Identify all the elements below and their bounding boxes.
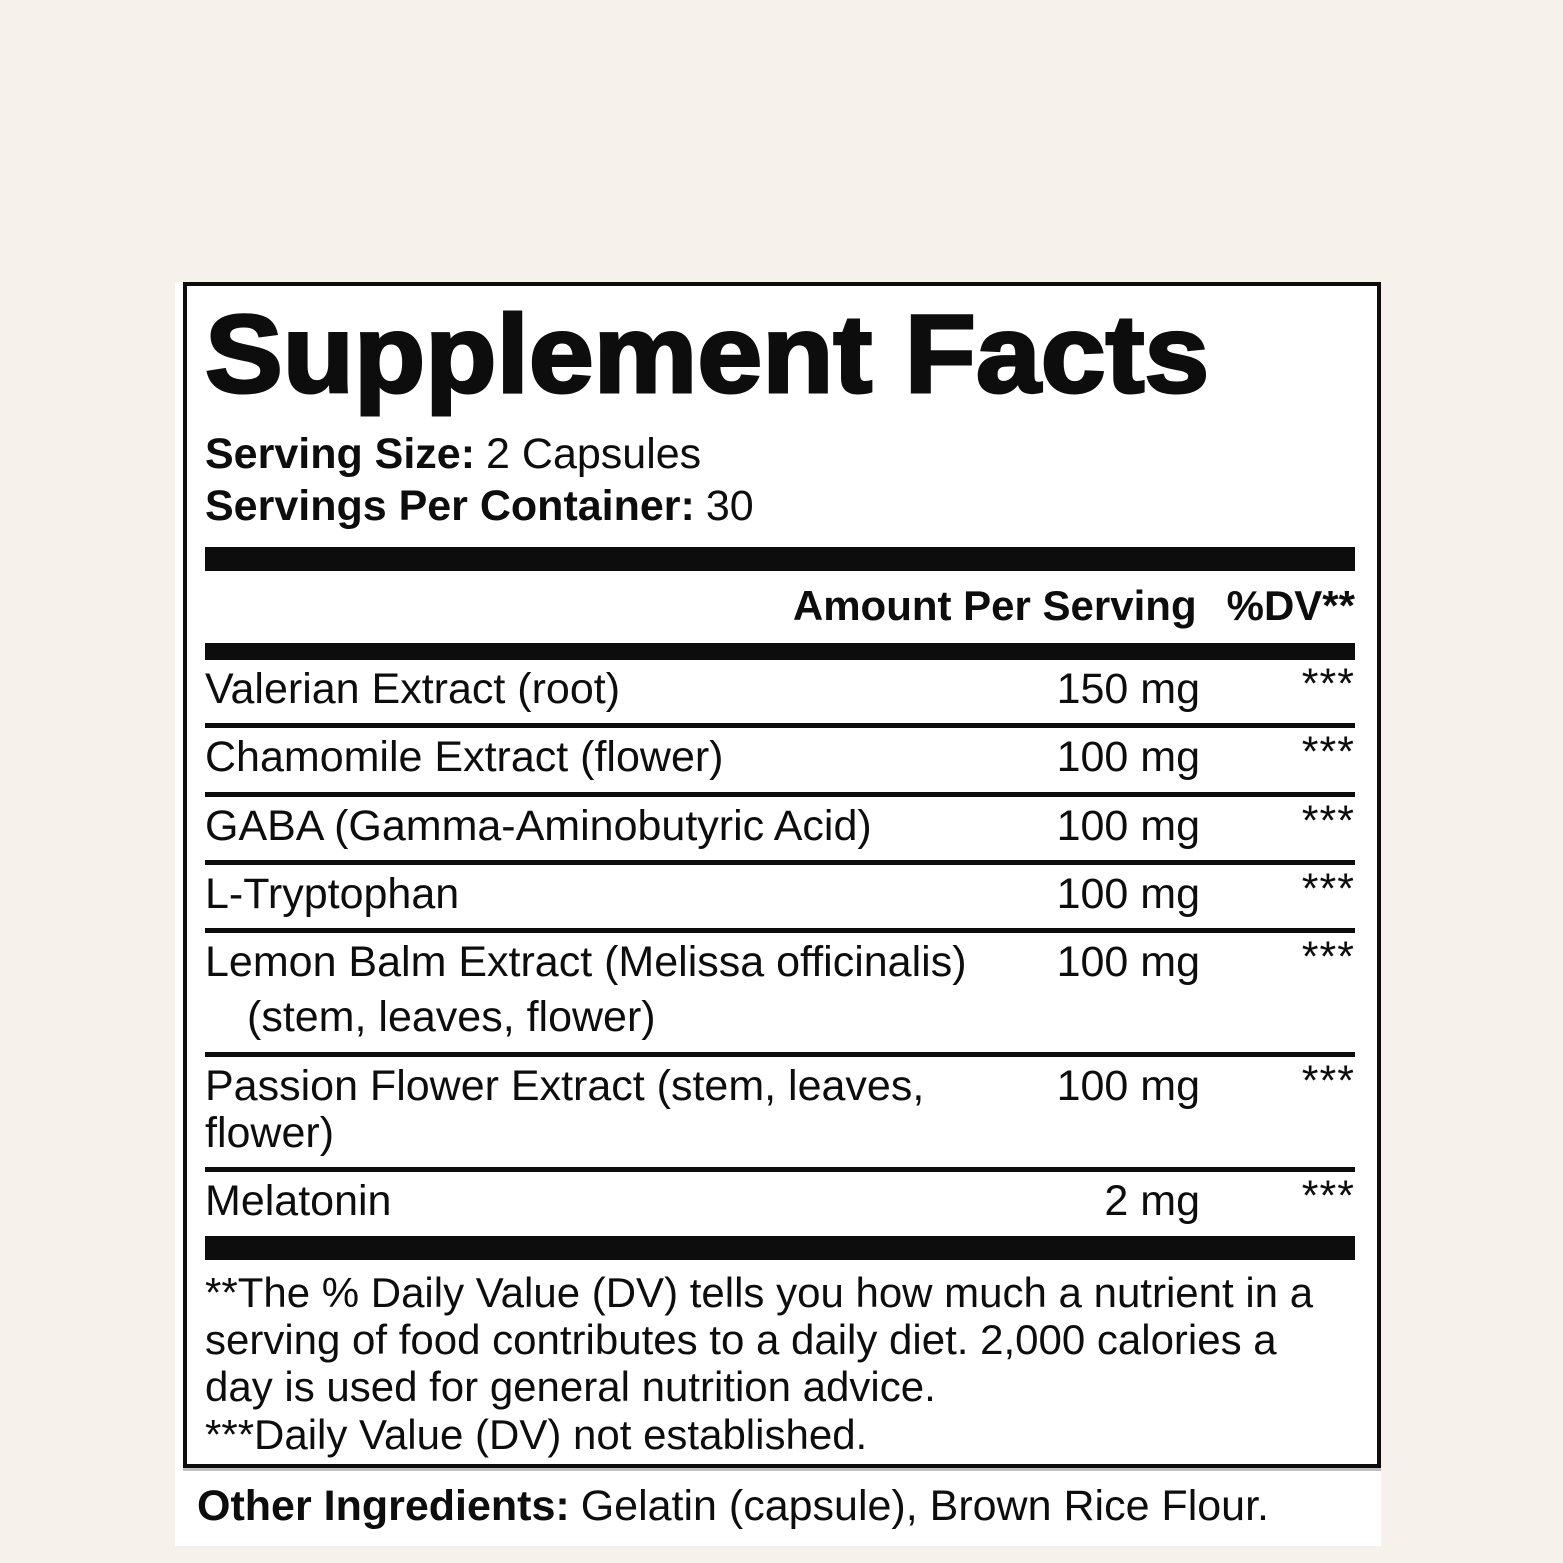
ingredient-row: Passion Flower Extract (stem, leaves, fl…	[205, 1057, 1355, 1173]
footnote-block: **The % Daily Value (DV) tells you how m…	[205, 1260, 1355, 1459]
divider-bar-bottom	[205, 1235, 1355, 1260]
ingredient-name-wrap: Lemon Balm Extract (Melissa officinalis)…	[205, 938, 1057, 1042]
ingredient-name: GABA (Gamma-Aminobutyric Acid)	[205, 801, 872, 850]
ingredient-name: Melatonin	[205, 1177, 392, 1226]
ingredient-rows: Valerian Extract (root) 150 mg *** Chamo…	[205, 660, 1355, 1236]
ingredient-amount: 150 mg	[1056, 664, 1200, 713]
ingredient-dv: ***	[1301, 1056, 1355, 1105]
supplement-label: Supplement Facts Serving Size: 2 Capsules…	[175, 282, 1381, 1546]
ingredient-dv: ***	[1301, 864, 1355, 913]
facts-box: Supplement Facts Serving Size: 2 Capsules…	[183, 282, 1381, 1469]
column-header-row: Amount Per Serving %DV**	[205, 571, 1355, 643]
divider-bar-mid	[205, 642, 1355, 660]
serving-size-value: 2 Capsules	[486, 430, 702, 478]
ingredient-name: Lemon Balm Extract (Melissa officinalis)	[205, 938, 967, 987]
ingredient-name-wrap: Valerian Extract (root)	[205, 664, 1057, 713]
ingredient-name-wrap: GABA (Gamma-Aminobutyric Acid)	[205, 801, 1057, 850]
ingredient-dv: ***	[1301, 796, 1355, 845]
serving-size-label: Serving Size:	[205, 430, 476, 478]
facts-title: Supplement Facts	[203, 293, 1210, 416]
ingredient-name-wrap: Passion Flower Extract (stem, leaves, fl…	[205, 1061, 1057, 1158]
serving-block: Serving Size: 2 Capsules Servings Per Con…	[205, 428, 1355, 533]
servings-per-container-value: 30	[705, 482, 754, 531]
ingredient-name: L-Tryptophan	[205, 869, 460, 918]
ingredient-row: Lemon Balm Extract (Melissa officinalis)…	[205, 933, 1355, 1057]
ingredient-dv: ***	[1301, 728, 1355, 777]
other-ingredients-line: Other Ingredients: Gelatin (capsule), Bro…	[175, 1468, 1381, 1545]
ingredient-amount: 100 mg	[1056, 801, 1200, 850]
other-ingredients-value: Gelatin (capsule), Brown Rice Flour.	[580, 1482, 1269, 1531]
ingredient-dv: ***	[1301, 659, 1355, 708]
ingredient-dv: ***	[1301, 933, 1355, 982]
ingredient-amount: 100 mg	[1056, 1061, 1200, 1110]
ingredient-amount: 2 mg	[1104, 1177, 1200, 1226]
ingredient-amount: 100 mg	[1056, 938, 1200, 987]
serving-size-line: Serving Size: 2 Capsules	[205, 428, 1355, 480]
dv-header: %DV**	[1226, 581, 1355, 629]
ingredient-row: L-Tryptophan 100 mg ***	[205, 864, 1355, 934]
ingredient-row: Valerian Extract (root) 150 mg ***	[205, 659, 1355, 729]
ingredient-name: Chamomile Extract (flower)	[205, 733, 724, 782]
other-ingredients-label: Other Ingredients:	[197, 1482, 570, 1531]
ingredient-sub-name: (stem, leaves, flower)	[247, 993, 656, 1042]
ingredient-dv: ***	[1301, 1172, 1355, 1221]
ingredient-row: Melatonin 2 mg ***	[205, 1172, 1355, 1235]
ingredient-amount: 100 mg	[1056, 869, 1200, 918]
ingredient-name-wrap: Melatonin	[205, 1177, 1104, 1226]
ingredient-name-wrap: L-Tryptophan	[205, 869, 1057, 918]
footnote-not-established: ***Daily Value (DV) not established.	[205, 1410, 868, 1458]
footnote-daily-value: **The % Daily Value (DV) tells you how m…	[205, 1268, 1314, 1411]
ingredient-row: GABA (Gamma-Aminobutyric Acid) 100 mg **…	[205, 797, 1355, 865]
ingredient-name: Valerian Extract (root)	[205, 664, 621, 713]
ingredient-row: Chamomile Extract (flower) 100 mg ***	[205, 728, 1355, 797]
servings-per-container-line: Servings Per Container: 30	[205, 480, 1355, 532]
servings-per-container-label: Servings Per Container:	[205, 482, 695, 531]
amount-per-serving-header: Amount Per Serving	[792, 581, 1197, 629]
divider-bar-top	[205, 546, 1355, 571]
ingredient-name-wrap: Chamomile Extract (flower)	[205, 733, 1057, 782]
ingredient-name: Passion Flower Extract (stem, leaves, fl…	[205, 1061, 925, 1157]
ingredient-amount: 100 mg	[1056, 733, 1200, 782]
